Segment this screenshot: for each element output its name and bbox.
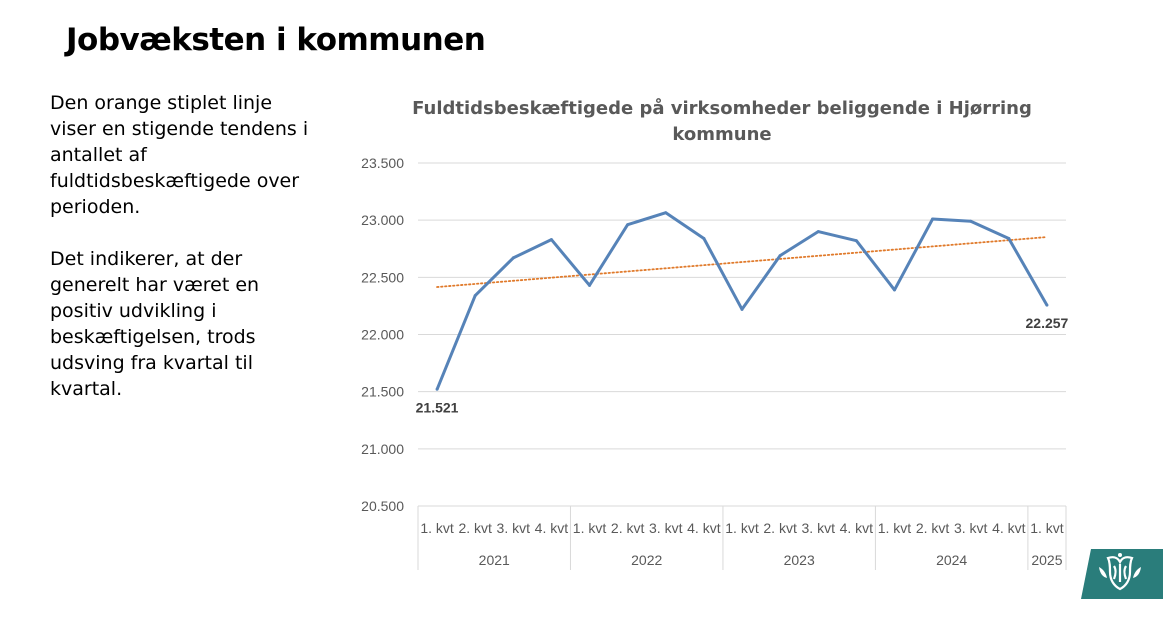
- chart-title-line: Fuldtidsbeskæftigede på virksomheder bel…: [412, 97, 1032, 119]
- data-point: [740, 307, 744, 311]
- data-point: [702, 236, 706, 240]
- x-tick-label: 1. kvt: [420, 520, 454, 536]
- logo: [1081, 549, 1163, 599]
- data-point: [664, 211, 668, 215]
- year-label: 2024: [936, 552, 967, 568]
- y-tick-label: 20.500: [361, 498, 404, 514]
- data-point: [511, 256, 515, 260]
- data-point: [1045, 303, 1049, 307]
- x-tick-label: 4. kvt: [687, 520, 721, 536]
- x-tick-label: 3. kvt: [802, 520, 836, 536]
- data-point: [816, 230, 820, 234]
- x-tick-label: 3. kvt: [954, 520, 988, 536]
- data-point: [931, 217, 935, 221]
- paragraph-interpretation: Det indikerer, at der generelt har været…: [50, 248, 260, 400]
- data-point: [473, 294, 477, 298]
- data-point: [778, 254, 782, 258]
- y-tick-label: 22.000: [361, 327, 404, 343]
- x-tick-label: 4. kvt: [992, 520, 1026, 536]
- y-tick-label: 23.500: [361, 155, 404, 171]
- employment-line-chart: Fuldtidsbeskæftigede på virksomheder bel…: [361, 97, 1069, 570]
- x-tick-label: 3. kvt: [497, 520, 531, 536]
- data-point: [892, 288, 896, 292]
- year-label: 2021: [479, 552, 510, 568]
- coat-of-arms-icon: [1099, 553, 1141, 591]
- x-tick-label: 2. kvt: [611, 520, 645, 536]
- x-tick-label: 3. kvt: [649, 520, 683, 536]
- year-label: 2022: [631, 552, 662, 568]
- logo-background: [1081, 549, 1163, 599]
- body-text: Den orange stiplet linje viser en stigen…: [50, 90, 318, 428]
- y-tick-label: 21.500: [361, 384, 404, 400]
- data-point: [626, 223, 630, 227]
- chart-title-line: kommune: [672, 124, 771, 145]
- trendline: [436, 236, 1048, 288]
- x-tick-label: 1. kvt: [725, 520, 759, 536]
- data-point: [435, 387, 439, 391]
- x-tick-label: 1. kvt: [878, 520, 912, 536]
- data-point: [549, 238, 553, 242]
- data-label: 22.257: [1026, 315, 1069, 331]
- data-label: 21.521: [416, 399, 459, 415]
- x-tick-label: 2. kvt: [458, 520, 492, 536]
- paragraph-trend: Den orange stiplet linje viser en stigen…: [50, 92, 309, 218]
- year-label: 2023: [784, 552, 815, 568]
- x-tick-label: 2. kvt: [916, 520, 950, 536]
- slide-title: Jobvæksten i kommunen: [66, 22, 486, 58]
- data-point: [854, 239, 858, 243]
- data-point: [1007, 236, 1011, 240]
- x-tick-label: 1. kvt: [1030, 520, 1064, 536]
- data-point: [588, 283, 592, 287]
- y-tick-label: 23.000: [361, 212, 404, 228]
- data-point: [969, 219, 973, 223]
- series-line: [435, 211, 1049, 390]
- year-label: 2025: [1031, 552, 1062, 568]
- y-tick-label: 22.500: [361, 269, 404, 285]
- x-tick-label: 4. kvt: [840, 520, 874, 536]
- x-tick-label: 4. kvt: [535, 520, 569, 536]
- y-tick-label: 21.000: [361, 441, 404, 457]
- x-tick-label: 1. kvt: [573, 520, 607, 536]
- x-tick-label: 2. kvt: [763, 520, 797, 536]
